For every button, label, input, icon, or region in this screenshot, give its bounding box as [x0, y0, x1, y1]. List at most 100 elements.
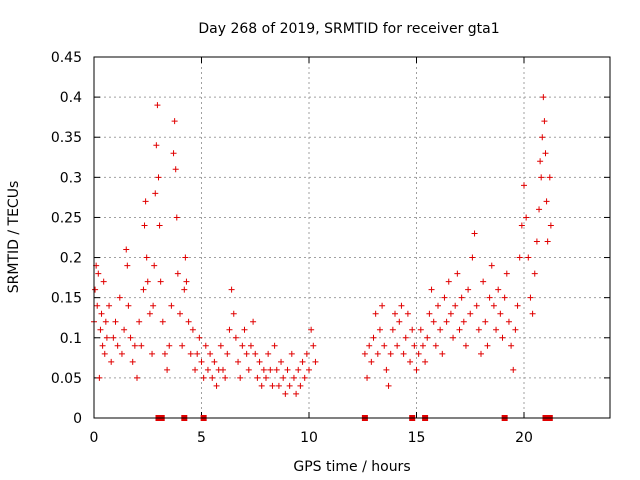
x-tick-label: 15 — [408, 430, 426, 446]
data-point — [547, 222, 554, 229]
data-point — [96, 374, 103, 381]
data-point — [523, 214, 530, 221]
data-point — [100, 278, 107, 285]
data-point — [538, 174, 545, 181]
y-tick-label: 0.1 — [60, 331, 82, 347]
data-point — [475, 326, 482, 333]
data-point — [308, 326, 315, 333]
data-point — [102, 318, 109, 325]
data-point — [409, 326, 416, 333]
data-point — [383, 366, 390, 373]
x-tick-label: 10 — [300, 430, 318, 446]
data-point — [306, 366, 312, 373]
data-point — [245, 366, 252, 373]
data-point — [381, 342, 388, 349]
data-point — [213, 382, 220, 389]
data-point — [299, 358, 306, 365]
data-point — [512, 326, 519, 333]
data-point — [508, 342, 515, 349]
data-point — [531, 270, 538, 277]
data-point — [183, 278, 190, 285]
y-tick-label: 0 — [73, 411, 82, 427]
data-point — [394, 342, 401, 349]
data-point — [495, 286, 502, 293]
data-point — [112, 318, 119, 325]
data-point — [156, 222, 163, 229]
data-point — [297, 382, 304, 389]
data-point — [247, 342, 254, 349]
data-point — [541, 118, 548, 125]
y-axis-label: SRMTID / TECUs — [6, 181, 22, 294]
data-point — [537, 158, 544, 165]
data-point — [452, 302, 459, 309]
data-point — [179, 342, 186, 349]
data-point — [443, 318, 450, 325]
data-point — [422, 358, 429, 365]
data-point — [293, 390, 300, 397]
data-point — [198, 358, 205, 365]
data-point — [172, 166, 179, 173]
y-tick-label: 0.25 — [51, 210, 82, 226]
data-point — [544, 238, 551, 245]
data-point — [364, 374, 371, 381]
data-point — [92, 286, 99, 293]
data-point — [303, 350, 310, 357]
data-point — [153, 142, 160, 149]
data-point — [465, 286, 472, 293]
data-point — [499, 334, 506, 341]
y-tick-label: 0.15 — [51, 291, 82, 307]
data-point — [177, 310, 183, 317]
data-point — [142, 198, 149, 205]
data-point — [220, 366, 226, 373]
data-point — [525, 254, 532, 261]
data-point — [439, 350, 446, 357]
data-point — [108, 358, 115, 365]
data-point — [417, 326, 424, 333]
data-point — [194, 350, 201, 357]
data-point — [370, 334, 377, 341]
data-point — [95, 270, 102, 277]
data-point — [129, 358, 136, 365]
data-point — [366, 342, 373, 349]
data-point — [235, 358, 242, 365]
data-point — [533, 238, 540, 245]
data-point — [189, 326, 196, 333]
data-point — [389, 326, 396, 333]
data-point — [136, 318, 143, 325]
grid-lines — [94, 57, 610, 418]
data-point — [116, 294, 123, 301]
data-point — [209, 374, 216, 381]
data-point — [187, 350, 194, 357]
data-point — [542, 150, 549, 157]
data-point — [269, 382, 276, 389]
data-point — [536, 206, 543, 213]
data-point — [392, 310, 398, 317]
data-point — [361, 350, 368, 357]
data-point — [252, 350, 259, 357]
data-point — [478, 350, 484, 357]
data-point — [143, 254, 150, 261]
data-point — [486, 294, 493, 301]
data-point — [164, 366, 171, 373]
data-point — [295, 366, 302, 373]
data-point — [467, 310, 474, 317]
data-point — [150, 302, 157, 309]
data-point — [460, 318, 467, 325]
y-tick-label: 0.45 — [51, 50, 82, 66]
y-tick-label: 0.4 — [60, 90, 82, 106]
data-point — [510, 366, 517, 373]
x-axis-label: GPS time / hours — [293, 459, 410, 475]
data-point — [154, 102, 161, 109]
data-point — [424, 334, 431, 341]
data-point — [170, 150, 177, 157]
data-point — [407, 358, 414, 365]
data-point — [372, 310, 379, 317]
data-point — [202, 342, 209, 349]
data-point — [140, 286, 147, 293]
data-point — [301, 374, 308, 381]
data-point — [161, 350, 168, 357]
data-point — [222, 374, 229, 381]
data-point — [152, 190, 159, 197]
data-point — [237, 374, 244, 381]
